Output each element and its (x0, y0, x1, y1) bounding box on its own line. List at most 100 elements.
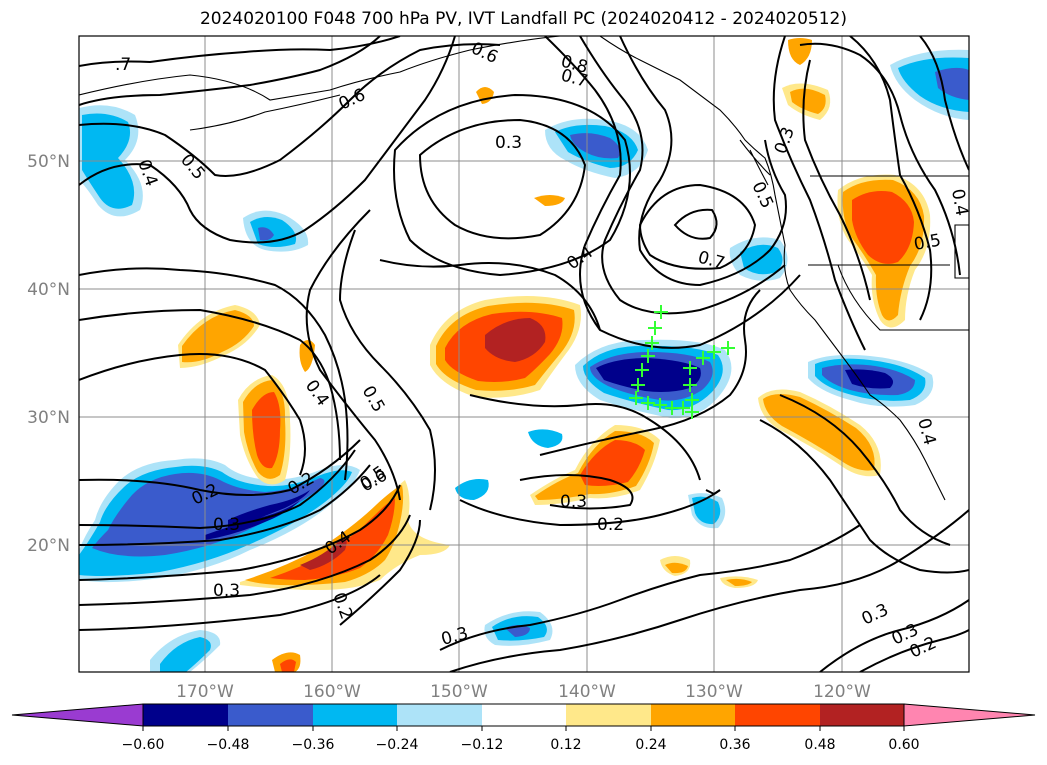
contour-label: 0.3 (859, 600, 892, 630)
colorbar-frame (142, 703, 905, 727)
landfall-cross (641, 349, 655, 363)
contour-label: 0.3 (439, 624, 470, 650)
colorbar: −0.60 −0.48 −0.36 −0.24 −0.12 0.12 0.24 … (11, 703, 1036, 753)
colorbar-segment (735, 704, 820, 726)
landfall-cross (631, 378, 645, 392)
pv-positive-region (299, 340, 315, 372)
lon-label: 120°W (813, 682, 871, 702)
colorbar-tick-label: −0.12 (461, 737, 504, 753)
contour-label: .7 (115, 55, 131, 75)
colorbar-tick-label: −0.60 (122, 737, 165, 753)
landfall-cross (721, 341, 735, 355)
pv-negative-region (528, 429, 563, 448)
map-frame (78, 35, 970, 673)
pv-positive-region (665, 562, 688, 574)
contour-labels: .7 0.6 0.8 0.7 0.6 0.5 0.4 0.3 0.3 0.4 0… (115, 38, 971, 662)
colorbar-tick-label: 0.48 (804, 737, 835, 753)
pv-negative-region (740, 244, 783, 275)
colorbar-segment (651, 704, 735, 726)
landfall-cross (635, 363, 649, 377)
pv-positive-region (270, 498, 395, 580)
map-title: 2024020100 F048 700 hPa PV, IVT Landfall… (199, 9, 847, 29)
pv-positive-region (788, 38, 812, 65)
landfall-cross (676, 401, 690, 415)
pv-negative-region (258, 227, 274, 241)
colorbar-tick-label: 0.36 (719, 737, 750, 753)
contour-label: 0.4 (913, 416, 939, 447)
pv-positive-region (790, 88, 826, 114)
colorbar-segment (143, 704, 228, 726)
landfall-cross (696, 351, 710, 365)
pv-negative-region (205, 500, 300, 540)
colorbar-segment (313, 704, 397, 726)
landfall-cross (645, 336, 659, 350)
contour-label: 0.7 (696, 248, 727, 274)
lon-axis: 170°W 160°W 150°W 140°W 130°W 120°W (176, 682, 871, 702)
pv-negative-region (935, 67, 969, 100)
colorbar-tick-label: 0.60 (888, 737, 919, 753)
landfall-cross (685, 393, 699, 407)
contour-label: 0.2 (328, 590, 356, 622)
lon-label: 150°W (430, 682, 488, 702)
landfall-cross (683, 378, 697, 392)
landfall-cross (653, 398, 667, 412)
pv-negative-region (596, 358, 701, 392)
pv-positive-region (534, 195, 565, 206)
landfall-cross (641, 396, 655, 410)
pv-negative-region (692, 496, 721, 525)
colorbar-segment (482, 704, 566, 726)
pv-negative-region (160, 637, 211, 672)
landfall-cross (654, 305, 668, 319)
pv-negative-region (570, 133, 621, 159)
contour-label: 0.3 (495, 133, 522, 153)
pv-negative-region (228, 490, 310, 530)
landfall-cross (707, 345, 721, 359)
pv-positive-region (252, 392, 281, 469)
contour-label: 0.3 (560, 492, 587, 512)
pv-positive-region (300, 538, 347, 570)
contour-label: 0.3 (771, 124, 799, 156)
pv-positive-region (485, 318, 546, 362)
lat-label: 20°N (27, 536, 70, 556)
lat-label: 40°N (27, 280, 70, 300)
lon-label: 140°W (558, 682, 616, 702)
colorbar-segment (566, 704, 651, 726)
pv-negative-region (845, 369, 894, 389)
landfall-cross (629, 391, 643, 405)
pv-positive-region (580, 440, 645, 486)
contour-label: 0.2 (597, 515, 624, 535)
landfall-crosses (629, 305, 735, 419)
colorbar-tick-label: −0.36 (292, 737, 335, 753)
colorbar-extend-high (903, 703, 1036, 727)
contour-label: 0.3 (213, 581, 240, 601)
contour-label: 0.4 (563, 242, 597, 274)
landfall-cross (683, 361, 697, 375)
contour-label: 0.5 (176, 150, 209, 184)
colorbar-tick-label: 0.24 (635, 737, 666, 753)
lat-label: 30°N (27, 408, 70, 428)
lat-axis: 50°N 40°N 30°N 20°N (27, 152, 70, 556)
contour-label: 0.5 (358, 383, 389, 416)
pv-positive-region (852, 191, 914, 264)
contour-label: 0.6 (358, 465, 391, 496)
contour-label: 0.6 (468, 38, 501, 68)
lon-label: 130°W (685, 682, 743, 702)
colorbar-extend-low (11, 703, 144, 727)
pv-positive-region (280, 659, 296, 672)
landfall-cross (685, 405, 699, 419)
colorbar-tick-label: 0.12 (550, 737, 581, 753)
contour-label: 0.4 (947, 187, 971, 217)
lon-label: 170°W (176, 682, 234, 702)
lat-label: 50°N (27, 152, 70, 172)
pv-positive-region (182, 310, 254, 363)
pv-positive-region (763, 393, 875, 471)
lon-label: 160°W (303, 682, 361, 702)
colorbar-segment (228, 704, 313, 726)
colorbar-tick-label: −0.48 (207, 737, 250, 753)
pv-contours (79, 36, 969, 672)
landfall-cross (648, 321, 662, 335)
pv-positive-region (726, 578, 752, 586)
contour-label: 0.5 (912, 231, 942, 255)
colorbar-segment (397, 704, 482, 726)
